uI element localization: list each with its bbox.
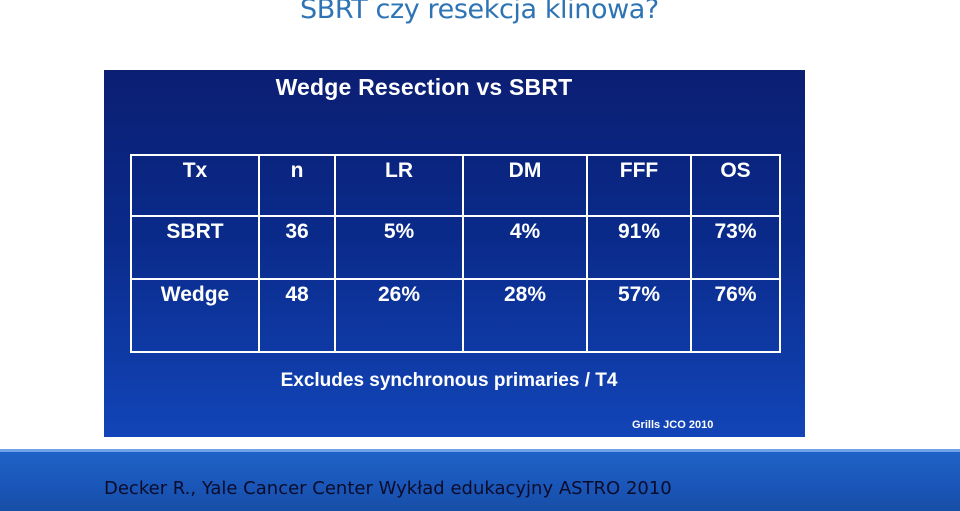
embedded-slide-image: Wedge Resection vs SBRT Tx n LR DM FFF O…: [104, 70, 805, 437]
slide-title: SBRT czy resekcja klinowa?: [300, 0, 659, 25]
table-row-wedge: Wedge 48 26% 28% 57% 76%: [130, 278, 781, 353]
header-cell-dm: DM: [462, 154, 588, 217]
cell-sbrt-os: 73%: [690, 215, 781, 280]
cell-wedge-lr: 26%: [334, 278, 464, 353]
footer-text: Decker R., Yale Cancer Center Wykład edu…: [104, 478, 672, 499]
cell-sbrt-tx: SBRT: [130, 215, 260, 280]
cell-wedge-tx: Wedge: [130, 278, 260, 353]
cell-wedge-fff: 57%: [586, 278, 692, 353]
cell-sbrt-lr: 5%: [334, 215, 464, 280]
comparison-table: Tx n LR DM FFF OS SBRT 36 5% 4% 91% 73%: [130, 154, 781, 353]
table-row-sbrt: SBRT 36 5% 4% 91% 73%: [130, 215, 781, 280]
cell-sbrt-n: 36: [258, 215, 336, 280]
panel-title: Wedge Resection vs SBRT: [275, 74, 573, 100]
cell-wedge-os: 76%: [690, 278, 781, 353]
cell-wedge-dm: 28%: [462, 278, 588, 353]
header-cell-lr: LR: [334, 154, 464, 217]
cell-sbrt-dm: 4%: [462, 215, 588, 280]
panel-footnote: Excludes synchronous primaries / T4: [280, 370, 618, 391]
footer-bar: Decker R., Yale Cancer Center Wykład edu…: [0, 449, 960, 511]
cell-sbrt-fff: 91%: [586, 215, 692, 280]
panel-citation: Grills JCO 2010: [632, 419, 714, 431]
header-cell-fff: FFF: [586, 154, 692, 217]
header-cell-tx: Tx: [130, 154, 260, 217]
table-header-row: Tx n LR DM FFF OS: [130, 154, 781, 217]
header-cell-n: n: [258, 154, 336, 217]
cell-wedge-n: 48: [258, 278, 336, 353]
header-cell-os: OS: [690, 154, 781, 217]
